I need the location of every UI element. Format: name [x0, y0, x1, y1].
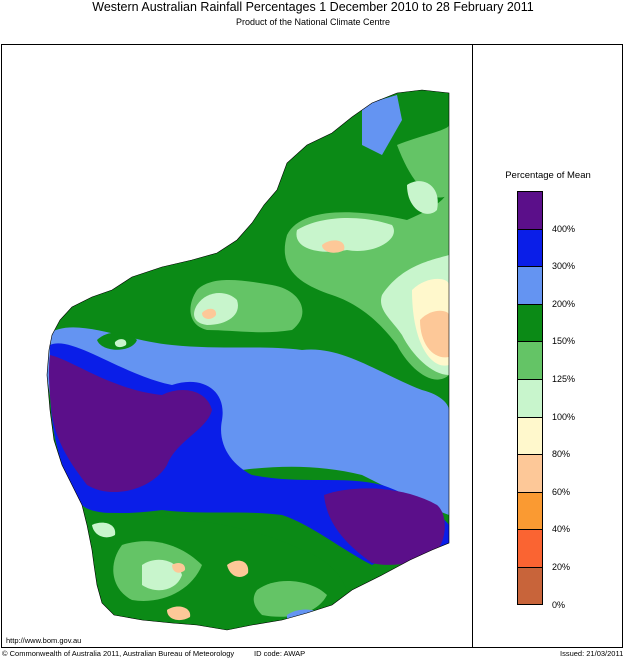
legend-swatch [517, 454, 543, 492]
coastline [46, 89, 450, 631]
legend-swatch [517, 341, 543, 379]
legend-title: Percentage of Mean [505, 170, 591, 181]
zone-60-east [420, 310, 449, 358]
zone-400-west [48, 355, 213, 493]
zone-200-central [47, 327, 449, 515]
footer-url: http://www.bom.gov.au [6, 636, 82, 645]
zone-60-s [167, 606, 191, 621]
legend-swatch [517, 567, 543, 605]
legend-swatch [517, 191, 543, 229]
zone-100-coast [114, 339, 127, 348]
legend-divider [472, 44, 473, 648]
zone-400-east [324, 488, 445, 565]
zone-100-ne [407, 181, 438, 214]
legend-swatch [517, 529, 543, 567]
zone-60-north [322, 240, 345, 253]
legend-swatch [517, 416, 543, 455]
zone-60-pilbara [202, 308, 217, 319]
zone-200-north [362, 95, 402, 155]
legend-label: 20% [552, 562, 571, 572]
rainfall-map [46, 89, 450, 631]
footer-divider [1, 647, 623, 648]
legend-swatch [517, 266, 543, 304]
legend-label: 60% [552, 486, 571, 497]
footer-id-code: ID code: AWAP [254, 649, 306, 658]
map-subtitle: Product of the National Climate Centre [235, 17, 391, 27]
legend-label: 125% [552, 374, 576, 384]
zone-125-ne [397, 125, 449, 198]
zone-100-w [92, 522, 116, 538]
footer-issued: Issued: 21/03/2011 [560, 649, 624, 658]
legend-label: 150% [552, 336, 576, 347]
legend-swatch [517, 228, 543, 267]
map-title: Western Australian Rainfall Percentages … [92, 0, 534, 14]
zone-60-sw-a [172, 562, 186, 573]
legend-label: 0% [552, 599, 566, 610]
zone-200-south [287, 609, 332, 630]
legend-label: 200% [552, 298, 576, 309]
legend-label: 100% [552, 411, 576, 422]
zone-100-north [296, 218, 394, 252]
legend-swatch [517, 379, 543, 417]
rainfall-zones [47, 90, 449, 630]
legend-label: 400% [552, 223, 576, 234]
legend-label: 40% [552, 524, 571, 535]
zone-60-sw-b [227, 560, 249, 577]
legend-swatch [517, 303, 543, 342]
footer-copyright: © Commonwealth of Australia 2011, Austra… [2, 649, 235, 658]
legend-swatch [517, 491, 543, 530]
legend-label: 300% [552, 261, 576, 272]
zone-100-sw [142, 559, 182, 591]
zone-125-south [253, 580, 327, 617]
legend-label: 80% [552, 449, 571, 460]
